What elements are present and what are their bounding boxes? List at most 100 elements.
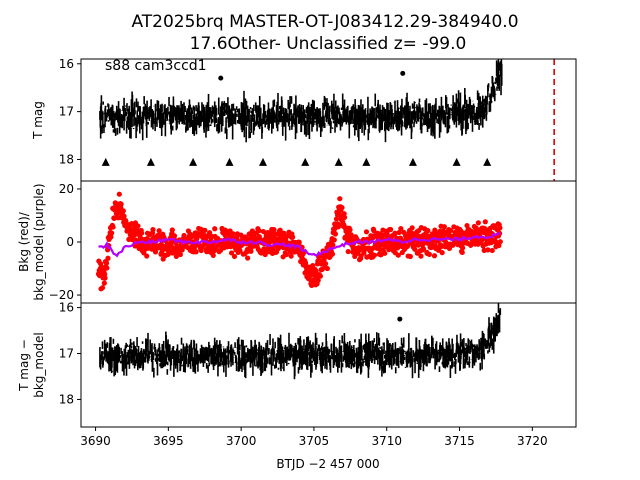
outlier-point <box>397 316 403 322</box>
data-point-bkg <box>329 251 336 257</box>
data-point-bkg <box>120 208 126 214</box>
x-axis-label: BTJD −2 457 000 <box>276 457 379 471</box>
data-point-bkg <box>210 252 216 259</box>
data-point-bkg <box>371 252 378 258</box>
data-point-bkg <box>398 225 404 232</box>
data-point-bkg <box>99 285 106 291</box>
y-tick-label: 16 <box>59 301 74 315</box>
x-tick-label: 3690 <box>80 434 111 448</box>
data-point-bkg <box>361 250 367 256</box>
data-point-bkg <box>313 268 319 274</box>
data-point-bkg <box>395 252 401 258</box>
data-point-bkg <box>212 226 218 232</box>
data-point-bkg <box>169 227 175 233</box>
data-point-bkg <box>407 253 413 260</box>
y-axis-label: bkg_model <box>32 332 46 398</box>
upper-limit-marker <box>408 157 417 166</box>
data-point-bkg <box>337 196 343 202</box>
data-point-bkg <box>460 245 466 251</box>
data-point-bkg <box>405 243 411 249</box>
data-point-bkg <box>230 231 236 237</box>
upper-limit-marker <box>301 157 310 166</box>
data-point-bkg <box>248 248 254 254</box>
data-point-bkg <box>348 232 354 238</box>
upper-limit-marker <box>334 157 343 166</box>
data-point-bkg <box>144 253 150 259</box>
data-point-bkg <box>468 242 474 248</box>
data-point-bkg <box>412 246 418 252</box>
data-point-bkg <box>207 230 213 236</box>
upper-limit-marker <box>146 157 155 166</box>
data-point-bkg <box>426 251 432 257</box>
data-point-bkg <box>341 214 348 220</box>
panel-tmag: 16 17 18 T mag <box>31 57 577 182</box>
data-point-bkg <box>332 231 338 237</box>
outlier-point <box>218 75 224 81</box>
upper-limit-marker <box>483 157 492 166</box>
upper-limit-marker <box>189 157 198 166</box>
data-point-bkg <box>425 228 431 234</box>
data-point-bkg <box>459 249 465 255</box>
upper-limit-marker <box>101 157 110 166</box>
chart-subtitle: 17.6Other- Unclassified z= -99.0 <box>190 34 467 54</box>
data-point-bkg <box>249 228 255 234</box>
data-point-bkg <box>262 251 268 258</box>
data-point-bkg <box>115 215 121 221</box>
y-tick-label: 20 <box>59 182 74 196</box>
y-tick-label: 0 <box>66 235 74 249</box>
x-tick-label: 3705 <box>299 434 330 448</box>
data-point-bkg <box>118 201 124 207</box>
data-point-bkg <box>181 232 187 239</box>
data-point-bkg <box>485 247 491 253</box>
x-tick-label: 3715 <box>444 434 475 448</box>
x-tick-label: 3700 <box>226 434 257 448</box>
y-tick-label: 17 <box>59 105 74 119</box>
upper-limit-marker <box>225 157 234 166</box>
data-point-bkg <box>322 261 329 267</box>
data-point-bkg <box>363 229 370 235</box>
data-point-bkg <box>335 224 341 230</box>
data-point-bkg <box>177 251 183 258</box>
data-point-bkg <box>245 255 251 261</box>
data-point-bkg <box>102 271 108 277</box>
data-point-bkg <box>489 247 495 254</box>
data-point-bkg <box>231 253 238 260</box>
data-point-bkg <box>116 191 122 197</box>
data-point-bkg <box>330 242 336 248</box>
plot-area <box>99 303 502 380</box>
data-point-bkg <box>415 242 421 248</box>
y-tick-label: 18 <box>59 152 74 166</box>
data-point-bkg <box>431 253 438 259</box>
outlier-point <box>400 70 406 76</box>
series-line-bkg_model <box>98 232 501 258</box>
data-point-bkg <box>105 255 111 261</box>
panel-annotation: s88 cam3ccd1 <box>105 58 207 74</box>
data-point-bkg <box>135 223 141 229</box>
data-point-bkg <box>310 263 316 269</box>
data-point-bkg <box>290 234 296 240</box>
data-point-bkg <box>202 227 208 233</box>
data-point-bkg <box>439 250 445 256</box>
data-point-bkg <box>99 264 105 270</box>
data-point-bkg <box>283 251 290 258</box>
y-tick-label: 17 <box>59 347 74 361</box>
chart-title: AT2025brq MASTER-OT-J083412.29-384940.0 <box>131 12 518 32</box>
data-point-bkg <box>420 246 427 252</box>
data-point-bkg <box>396 229 402 236</box>
data-point-bkg <box>315 277 321 283</box>
y-axis-label: T mag − <box>17 339 31 392</box>
data-point-bkg <box>110 224 116 230</box>
data-point-bkg <box>288 253 294 259</box>
data-point-bkg <box>156 228 162 234</box>
plot-area <box>99 59 503 166</box>
data-point-bkg <box>271 227 277 233</box>
data-point-bkg <box>392 230 398 236</box>
x-tick-label: 3720 <box>517 434 548 448</box>
data-point-bkg <box>331 237 337 243</box>
y-tick-label: 16 <box>59 57 74 71</box>
data-point-bkg <box>497 225 503 231</box>
plot-area <box>95 191 503 292</box>
data-point-bkg <box>296 239 302 245</box>
data-point-bkg <box>101 280 107 286</box>
